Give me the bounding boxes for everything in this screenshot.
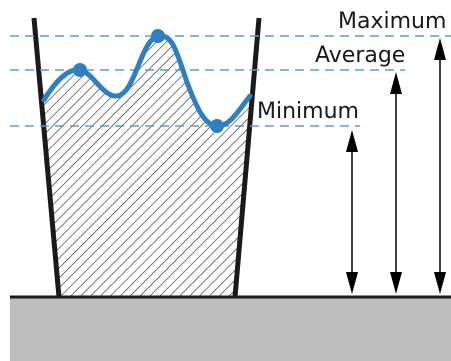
vessel-left-wall	[31, 17, 62, 298]
average-label: Average	[315, 43, 405, 68]
maximum-point-marker	[151, 29, 165, 43]
material-fill	[34, 35, 260, 297]
maximum-label: Maximum	[338, 9, 446, 34]
minimum-arrow	[346, 130, 358, 294]
vessel-right-wall	[232, 17, 262, 298]
maximum-arrow	[434, 38, 446, 294]
minimum-label: Minimum	[257, 99, 359, 124]
ground-block	[10, 297, 451, 361]
minimum-point-marker	[210, 119, 224, 133]
average-point-marker	[73, 63, 87, 77]
average-arrow	[390, 72, 402, 294]
